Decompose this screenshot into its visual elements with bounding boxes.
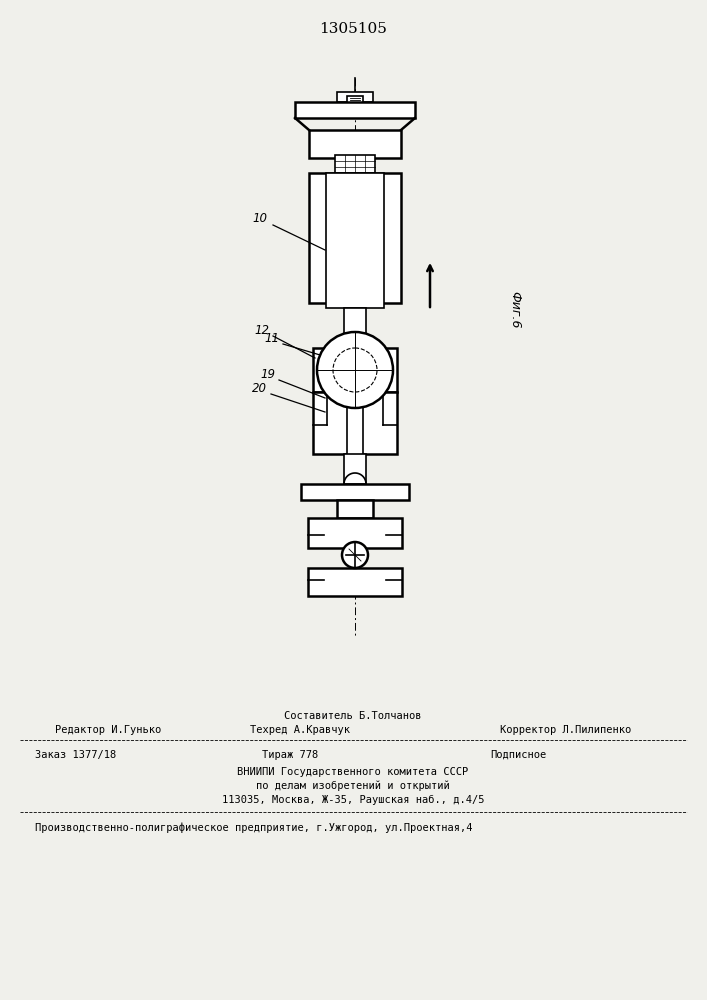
Text: Фиг.6: Фиг.6 [508,291,522,329]
Text: Тираж 778: Тираж 778 [262,750,318,760]
Bar [326,173,384,308]
Text: ВНИИПИ Государственного комитета СССР: ВНИИПИ Государственного комитета СССР [238,767,469,777]
Bar [309,173,401,303]
Text: Производственно-полиграфическое предприятие, г.Ужгород, ул.Проектная,4: Производственно-полиграфическое предприя… [35,823,472,833]
Text: 113035, Москва, Ж-35, Раушская наб., д.4/5: 113035, Москва, Ж-35, Раушская наб., д.4… [222,795,484,805]
Text: Корректор Л.Пилипенко: Корректор Л.Пилипенко [500,725,631,735]
Text: Заказ 1377/18: Заказ 1377/18 [35,750,116,760]
Text: 10: 10 [252,212,267,225]
Text: Подписное: Подписное [490,750,547,760]
Bar [337,500,373,518]
Bar [335,155,375,173]
Text: 19: 19 [260,367,276,380]
Bar [313,392,397,454]
Text: 12: 12 [255,324,269,336]
Bar [308,568,402,596]
Bar [349,346,361,376]
Bar [308,518,402,548]
Text: Редактор И.Гунько: Редактор И.Гунько [55,725,161,735]
Text: Техред А.Кравчук: Техред А.Кравчук [250,725,350,735]
Bar [301,484,409,500]
Circle shape [342,542,368,568]
Text: по делам изобретений и открытий: по делам изобретений и открытий [256,781,450,791]
Text: 20: 20 [252,381,267,394]
Bar [344,454,366,484]
Bar [295,102,415,118]
Bar [347,96,363,104]
Bar [344,308,366,346]
Bar [313,348,397,392]
Text: 11: 11 [264,332,279,344]
Bar [309,130,401,158]
Bar [347,390,363,456]
Circle shape [317,332,393,408]
Text: Составитель Б.Толчанов: Составитель Б.Толчанов [284,711,422,721]
Text: 1305105: 1305105 [319,22,387,36]
Bar [337,92,373,102]
